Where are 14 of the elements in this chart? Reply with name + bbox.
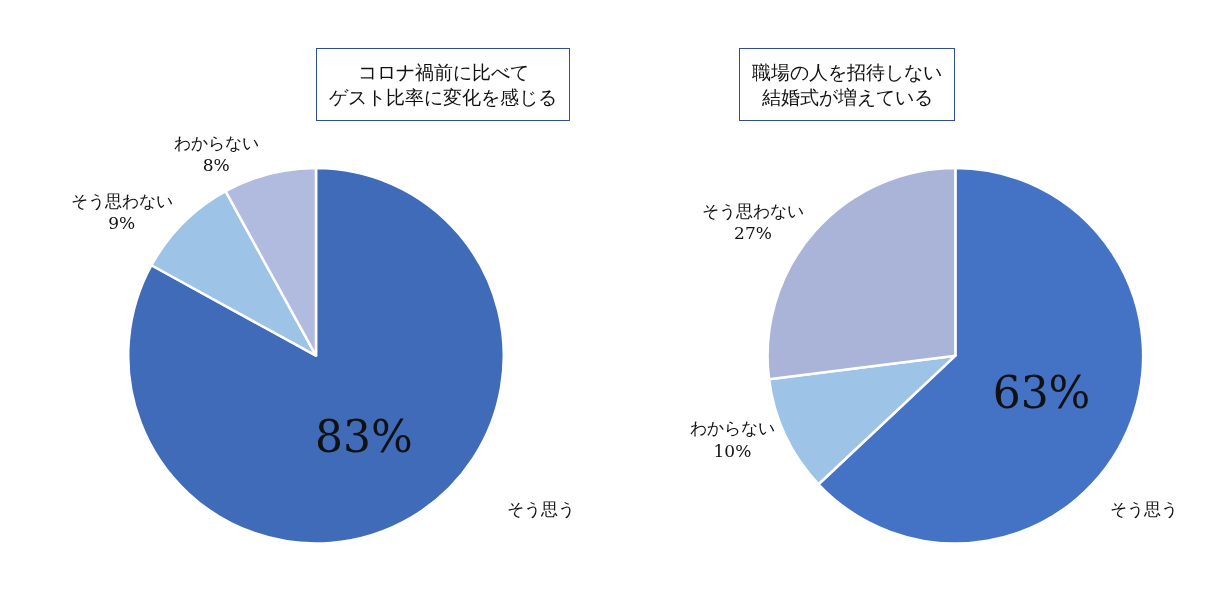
data-label: 63% <box>992 367 1091 419</box>
slice-label: そう思わない <box>701 201 804 222</box>
data-label: 83% <box>314 411 413 463</box>
slice-label: わからない <box>173 133 259 154</box>
slice-label: そう思わない <box>70 191 173 212</box>
data-label: 8% <box>202 155 230 176</box>
chart-title: コロナ禍前に比べてゲスト比率に変化を感じる <box>329 61 557 108</box>
data-label: 9% <box>108 213 136 234</box>
slice-label: そう思う <box>1110 499 1178 519</box>
chart-title: 職場の人を招待しない結婚式が増えている <box>752 61 942 108</box>
slice-label: そう思う <box>507 499 575 519</box>
slice-label: わからない <box>689 418 775 439</box>
data-label: 10% <box>713 440 752 461</box>
data-label: 27% <box>734 223 772 244</box>
